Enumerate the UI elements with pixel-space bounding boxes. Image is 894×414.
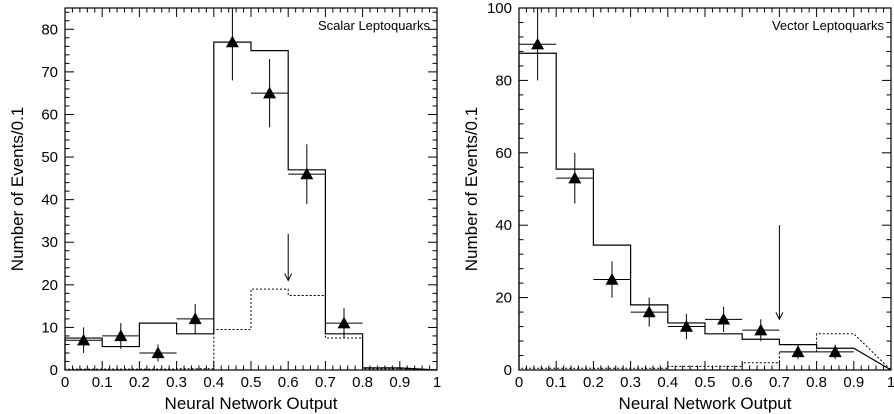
x-tick-label: 0.3 — [620, 374, 641, 391]
x-axis-title: Neural Network Output — [165, 394, 338, 413]
data-point — [188, 312, 202, 325]
data-point — [791, 345, 805, 358]
histogram-solid — [64, 41, 438, 371]
data-point — [300, 167, 314, 180]
x-tick-label: 0.8 — [806, 374, 827, 391]
x-tick-label: 0.5 — [241, 374, 262, 391]
y-tick-label: 20 — [41, 277, 58, 294]
chart-panel-2: 0 0.1 0.2 0.3 0.4 0.5 0.6 0.7 0.8 0.9 1 0 20 40 60 80 10… — [462, 0, 894, 413]
data-point — [77, 333, 91, 346]
x-tick-label: 1 — [433, 374, 441, 391]
y-tick-label: 60 — [41, 106, 58, 123]
y-axis-title: Number of Events/0.1 — [8, 107, 27, 271]
x-tick-label: 0.6 — [278, 374, 299, 391]
y-tick-label: 10 — [41, 319, 58, 336]
panel-title: Vector Leptoquarks — [772, 18, 885, 33]
data-point — [642, 305, 656, 318]
x-tick-label: 0 — [61, 374, 69, 391]
arrow-head — [775, 312, 784, 321]
data-point — [679, 320, 693, 332]
y-axis-title: Number of Events/0.1 — [462, 107, 481, 271]
x-tick-label: 0.3 — [166, 374, 187, 391]
x-tick-label: 0.7 — [769, 374, 790, 391]
x-tick-label: 0.1 — [92, 374, 113, 391]
y-tick-label: 50 — [41, 149, 58, 166]
data-point — [151, 346, 165, 359]
y-tick-label: 30 — [41, 234, 58, 251]
data-point — [568, 171, 582, 184]
panel-title: Scalar Leptoquarks — [318, 18, 431, 33]
data-point — [754, 323, 768, 336]
x-tick-label: 0.4 — [657, 374, 678, 391]
x-tick-label: 0.5 — [695, 374, 716, 391]
y-tick-label: 0 — [50, 362, 58, 379]
data-point — [717, 312, 731, 325]
y-tick-label: 60 — [495, 145, 512, 162]
x-tick-label: 0.2 — [129, 374, 150, 391]
data-point — [337, 316, 351, 329]
y-tick-label: 0 — [504, 362, 512, 379]
x-axis-title: Neural Network Output — [619, 394, 792, 413]
x-tick-label: 0.4 — [203, 374, 224, 391]
data-point — [828, 345, 842, 358]
data-point — [531, 37, 545, 50]
data-point — [225, 35, 239, 48]
x-tick-label: 0.8 — [352, 374, 373, 391]
x-tick-label: 0.6 — [732, 374, 753, 391]
y-tick-label: 80 — [495, 72, 512, 89]
x-tick-label: 0.2 — [583, 374, 604, 391]
data-point — [114, 329, 128, 342]
y-tick-label: 80 — [41, 21, 58, 38]
data-point — [263, 86, 277, 99]
chart-panel-1: 0 0.1 0.2 0.3 0.4 0.5 0.6 0.7 0.8 0.9 101020304050… — [8, 7, 441, 413]
y-tick-label: 70 — [41, 64, 58, 81]
x-tick-label: 1 — [887, 374, 894, 391]
x-tick-label: 0.9 — [389, 374, 410, 391]
histogram-dotted — [64, 288, 438, 371]
x-tick-label: 0.9 — [843, 374, 864, 391]
data-point — [605, 273, 619, 285]
arrow-head — [284, 273, 293, 282]
x-tick-label: 0.7 — [315, 374, 336, 391]
histogram-dotted — [518, 333, 892, 371]
x-tick-label: 0.1 — [546, 374, 567, 391]
histogram-solid — [518, 52, 892, 371]
y-tick-label: 40 — [495, 217, 512, 234]
x-tick-label: 0 — [515, 374, 523, 391]
y-tick-label: 20 — [495, 290, 512, 307]
y-tick-label: 100 — [487, 0, 512, 17]
y-tick-label: 40 — [41, 192, 58, 209]
